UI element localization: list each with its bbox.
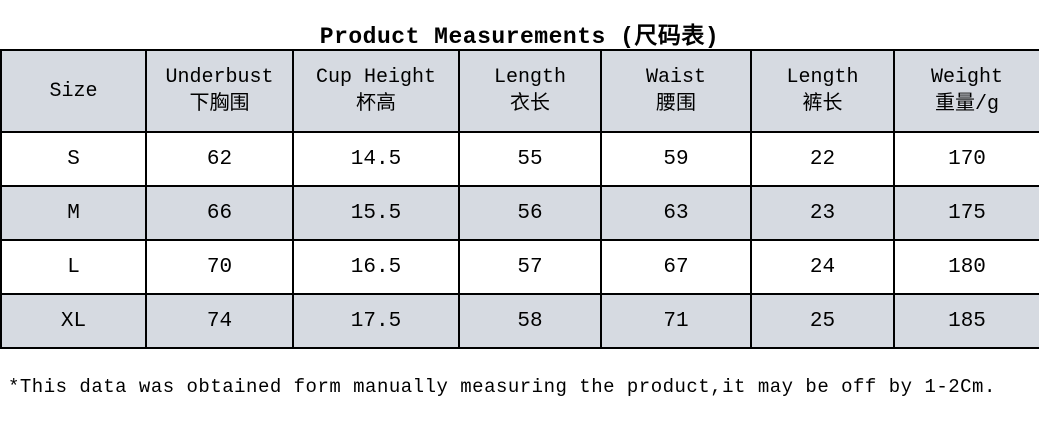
header-size-label: Size — [49, 79, 98, 103]
cell-underbust: 66 — [145, 185, 294, 241]
header-waist: Waist 腰围 — [600, 49, 752, 133]
cell-length-top: 58 — [458, 293, 602, 349]
cell-length-top: 56 — [458, 185, 602, 241]
cell-cup-height: 14.5 — [292, 131, 460, 187]
cell-length-top: 57 — [458, 239, 602, 295]
header-cup-height-zh: 杯高 — [356, 93, 396, 116]
cell-size: XL — [0, 293, 147, 349]
header-underbust-en: Underbust — [165, 66, 274, 89]
cell-weight: 185 — [893, 293, 1039, 349]
table-row-s: S 62 14.5 55 59 22 170 — [0, 131, 1039, 187]
cell-length-pants: 25 — [750, 293, 895, 349]
cell-size: S — [0, 131, 147, 187]
cell-weight: 175 — [893, 185, 1039, 241]
header-underbust-zh: 下胸围 — [189, 93, 250, 116]
cell-underbust: 74 — [145, 293, 294, 349]
header-length-top-en: Length — [493, 66, 566, 89]
cell-waist: 59 — [600, 131, 752, 187]
header-cup-height-en: Cup Height — [315, 66, 437, 89]
header-weight: Weight 重量/g — [893, 49, 1039, 133]
cell-length-pants: 22 — [750, 131, 895, 187]
cell-cup-height: 16.5 — [292, 239, 460, 295]
page-title: Product Measurements (尺码表) — [319, 24, 720, 50]
header-length-top: Length 衣长 — [458, 49, 602, 133]
cell-waist: 71 — [600, 293, 752, 349]
measurements-table: Size Underbust 下胸围 Cup Height 杯高 Length … — [0, 49, 1039, 349]
cell-cup-height: 17.5 — [292, 293, 460, 349]
cell-size: M — [0, 185, 147, 241]
header-length-pants-en: Length — [786, 66, 859, 89]
cell-size: L — [0, 239, 147, 295]
header-row: Size Underbust 下胸围 Cup Height 杯高 Length … — [0, 49, 1039, 133]
cell-waist: 63 — [600, 185, 752, 241]
header-underbust: Underbust 下胸围 — [145, 49, 294, 133]
header-weight-zh: 重量/g — [934, 93, 999, 116]
cell-waist: 67 — [600, 239, 752, 295]
header-weight-en: Weight — [930, 66, 1003, 89]
header-length-top-zh: 衣长 — [510, 93, 550, 116]
measurement-disclaimer: *This data was obtained form manually me… — [8, 376, 996, 398]
table-row-l: L 70 16.5 57 67 24 180 — [0, 239, 1039, 295]
cell-underbust: 70 — [145, 239, 294, 295]
header-waist-en: Waist — [645, 66, 706, 89]
header-length-pants-zh: 裤长 — [802, 93, 843, 116]
cell-weight: 180 — [893, 239, 1039, 295]
cell-weight: 170 — [893, 131, 1039, 187]
table-row-m: M 66 15.5 56 63 23 175 — [0, 185, 1039, 241]
cell-length-pants: 23 — [750, 185, 895, 241]
header-length-pants: Length 裤长 — [750, 49, 895, 133]
cell-length-top: 55 — [458, 131, 602, 187]
cell-underbust: 62 — [145, 131, 294, 187]
table-row-xl: XL 74 17.5 58 71 25 185 — [0, 293, 1039, 349]
header-waist-zh: 腰围 — [656, 93, 696, 116]
header-size: Size — [0, 49, 147, 133]
cell-cup-height: 15.5 — [292, 185, 460, 241]
header-cup-height: Cup Height 杯高 — [292, 49, 460, 133]
cell-length-pants: 24 — [750, 239, 895, 295]
